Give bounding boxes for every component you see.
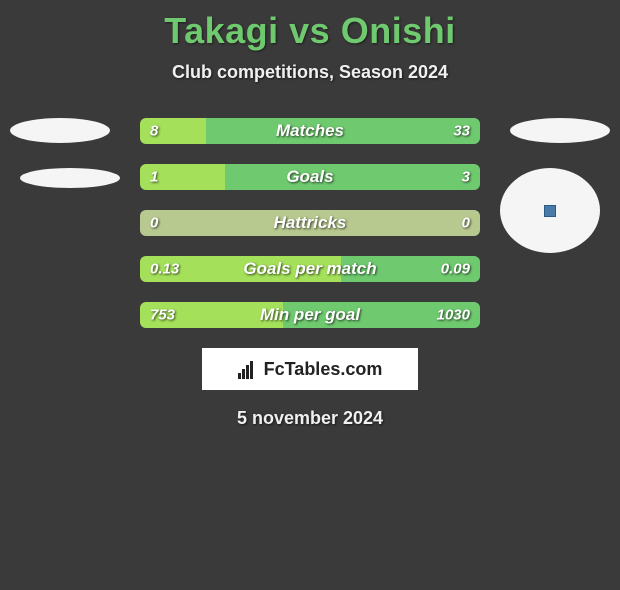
stat-value-right: 1030	[437, 307, 470, 324]
stat-value-right: 3	[462, 169, 470, 186]
stat-row: Min per goal7531030	[140, 302, 480, 328]
stat-track	[140, 118, 480, 144]
stat-value-left: 8	[150, 123, 158, 140]
player2-avatar-shape-b	[500, 168, 600, 253]
stat-segment-right	[310, 210, 480, 236]
date-stamp: 5 november 2024	[0, 408, 620, 429]
branding-text: FcTables.com	[264, 359, 383, 380]
stat-track	[140, 210, 480, 236]
stat-value-left: 0.13	[150, 261, 179, 278]
stats-area: Matches833Goals13Hattricks00Goals per ma…	[0, 118, 620, 429]
stat-value-left: 1	[150, 169, 158, 186]
player2-badge-icon	[544, 205, 556, 217]
comparison-title: Takagi vs Onishi	[0, 10, 620, 52]
stat-value-right: 0.09	[441, 261, 470, 278]
comparison-subtitle: Club competitions, Season 2024	[0, 62, 620, 83]
stat-segment-right	[225, 164, 480, 190]
player1-avatar-shape-a	[10, 118, 110, 143]
stat-row: Goals13	[140, 164, 480, 190]
stat-segment-right	[206, 118, 480, 144]
player2-avatar-shape-a	[510, 118, 610, 143]
stat-value-right: 33	[453, 123, 470, 140]
branding-box: FcTables.com	[202, 348, 418, 390]
stat-row: Hattricks00	[140, 210, 480, 236]
stat-value-left: 753	[150, 307, 175, 324]
chart-icon	[238, 359, 258, 379]
stat-segment-left	[140, 210, 310, 236]
stat-track	[140, 256, 480, 282]
stat-row: Goals per match0.130.09	[140, 256, 480, 282]
stat-track	[140, 164, 480, 190]
stat-value-left: 0	[150, 215, 158, 232]
stat-value-right: 0	[462, 215, 470, 232]
stat-bars: Matches833Goals13Hattricks00Goals per ma…	[140, 118, 480, 328]
stat-row: Matches833	[140, 118, 480, 144]
stat-track	[140, 302, 480, 328]
player1-avatar-shape-b	[20, 168, 120, 188]
